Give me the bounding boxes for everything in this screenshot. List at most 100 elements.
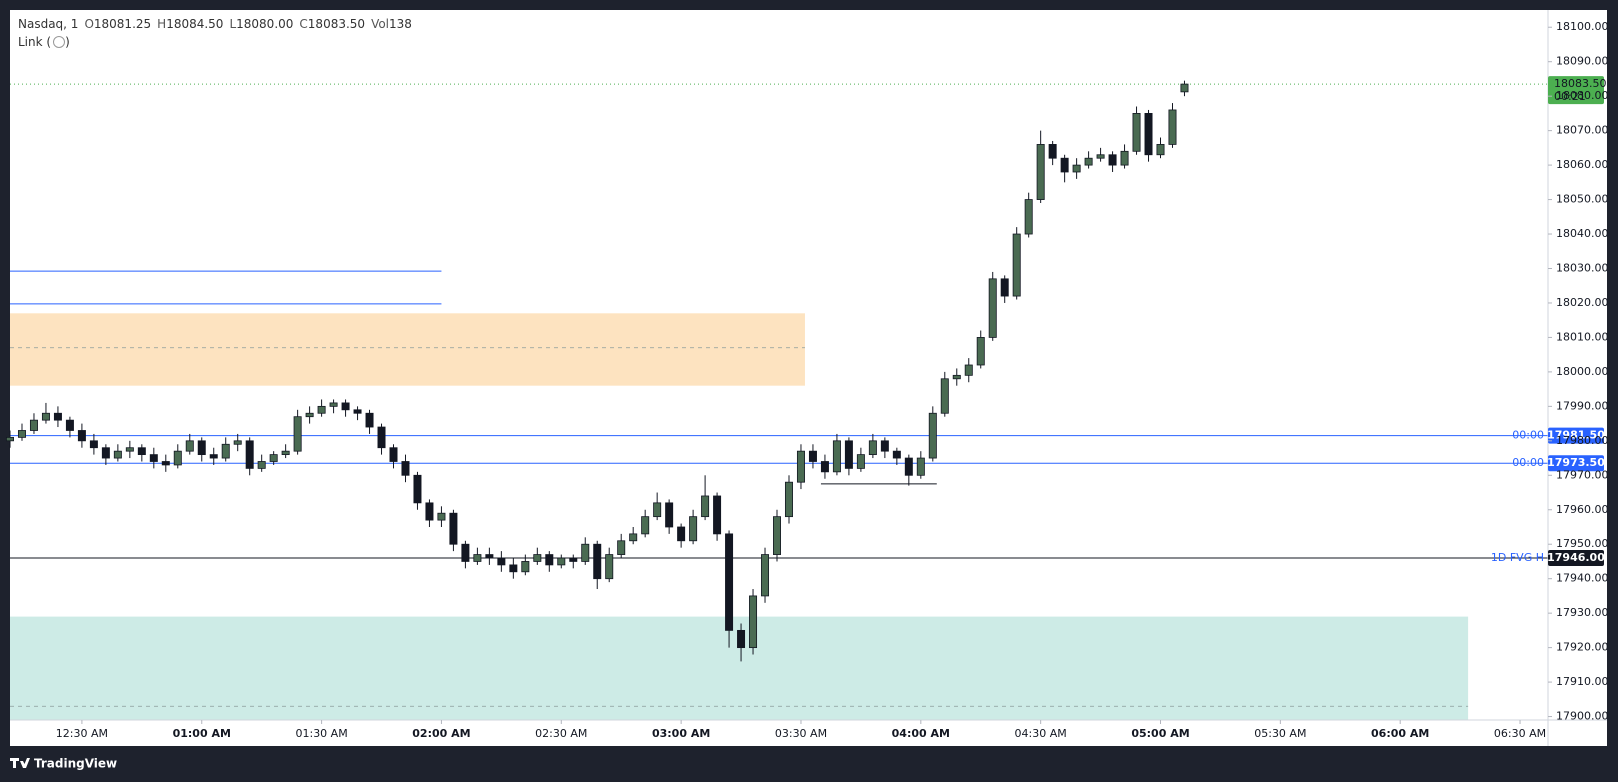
candle-body	[713, 495, 722, 535]
candle-body	[617, 540, 626, 555]
link-icon[interactable]	[53, 36, 65, 48]
level-price-label: 17946.00	[1547, 551, 1605, 564]
candle-body	[53, 412, 62, 421]
y-tick-label: 17980.00	[1556, 434, 1609, 447]
y-tick-label: 17990.00	[1556, 399, 1609, 412]
candle-body	[880, 440, 889, 452]
candle-body	[353, 409, 362, 414]
candle-body	[29, 419, 38, 431]
link-label[interactable]: Link ()	[18, 35, 70, 49]
x-tick-label: 05:30 AM	[1254, 727, 1306, 740]
candle-body	[569, 557, 578, 562]
y-tick-label: 18080.00	[1556, 89, 1609, 102]
candle-body	[473, 554, 482, 562]
candle-body	[113, 450, 122, 459]
candle-body	[77, 430, 86, 442]
zone	[10, 313, 805, 386]
candle-body	[485, 554, 494, 559]
candle-body	[137, 447, 146, 456]
candle-body	[317, 405, 326, 414]
level-price-box	[1548, 427, 1604, 444]
candle-body	[832, 440, 841, 473]
volume-value: 138	[389, 17, 412, 31]
candle-body	[341, 402, 350, 411]
candle-body	[653, 502, 662, 518]
candle-body	[1120, 150, 1129, 166]
candle-body	[329, 402, 338, 407]
symbol: Nasdaq, 1	[18, 17, 78, 31]
level-tag: 1D FVG H	[1491, 551, 1544, 564]
candle-body	[725, 533, 734, 631]
level-price-label: 17973.50	[1547, 456, 1605, 469]
candle-body	[1108, 154, 1117, 166]
candle-body	[401, 461, 410, 476]
candle-body	[964, 364, 973, 376]
y-tick-label: 18050.00	[1556, 193, 1609, 206]
volume-label: Vol	[371, 17, 389, 31]
low-label: L	[229, 17, 236, 31]
candle-body	[581, 543, 590, 562]
candle-body	[125, 447, 134, 452]
x-tick-label: 04:00 AM	[892, 727, 950, 740]
candle-body	[856, 454, 865, 469]
candle-body	[796, 450, 805, 483]
candle-body	[773, 516, 781, 555]
candle-body	[1156, 144, 1165, 156]
candle-body	[545, 554, 554, 566]
y-tick-label: 17960.00	[1556, 503, 1609, 516]
link-text: Link (	[18, 35, 51, 49]
candle-body	[988, 278, 997, 338]
candle-body	[1000, 278, 1009, 297]
candle-body	[1060, 157, 1069, 173]
x-tick-label: 02:30 AM	[535, 727, 587, 740]
last-price-label: 18083.50	[1554, 77, 1607, 90]
candle-body	[904, 457, 913, 476]
candle-body	[461, 543, 470, 562]
candle-body	[1072, 164, 1081, 173]
candle-body	[233, 440, 242, 445]
plot-layer	[6, 80, 1548, 720]
high-value: 18084.50	[166, 17, 223, 31]
candle-body	[197, 440, 206, 456]
candle-body	[413, 474, 422, 504]
y-tick-label: 18010.00	[1556, 330, 1609, 343]
countdown-label: 00:21	[1554, 90, 1586, 103]
candle-body	[293, 416, 302, 452]
y-tick-label: 17910.00	[1556, 675, 1609, 688]
link-close: )	[65, 35, 70, 49]
y-tick-label: 18090.00	[1556, 55, 1609, 68]
candle-body	[928, 412, 937, 459]
candle-body	[605, 554, 614, 580]
candle-body	[820, 461, 829, 473]
candle-body	[784, 481, 793, 518]
candle-body	[952, 374, 961, 380]
candle-body	[281, 450, 290, 456]
candle-body	[1048, 144, 1057, 159]
open-value: 18081.25	[94, 17, 151, 31]
candle-body	[221, 443, 230, 459]
candle-body	[509, 564, 518, 573]
candle-body	[1036, 144, 1045, 200]
x-tick-label: 03:00 AM	[652, 727, 710, 740]
y-tick-label: 18070.00	[1556, 124, 1609, 137]
y-tick-label: 17970.00	[1556, 468, 1609, 481]
candle-body	[173, 450, 182, 466]
candle-body	[89, 440, 98, 449]
candle-body	[808, 450, 817, 462]
candle-body	[101, 447, 110, 459]
candle-body	[389, 447, 398, 462]
candle-body	[425, 502, 434, 521]
x-tick-label: 04:30 AM	[1015, 727, 1067, 740]
candle-body	[1132, 112, 1141, 152]
level-tag: 00:00	[1512, 429, 1544, 442]
y-tick-label: 17920.00	[1556, 641, 1609, 654]
x-tick-label: 01:00 AM	[173, 727, 231, 740]
close-value: 18083.50	[308, 17, 365, 31]
candle-body	[976, 337, 985, 366]
candle-body	[1168, 109, 1177, 145]
low-value: 18080.00	[236, 17, 293, 31]
candle-body	[689, 516, 698, 542]
candle-body	[892, 450, 901, 459]
